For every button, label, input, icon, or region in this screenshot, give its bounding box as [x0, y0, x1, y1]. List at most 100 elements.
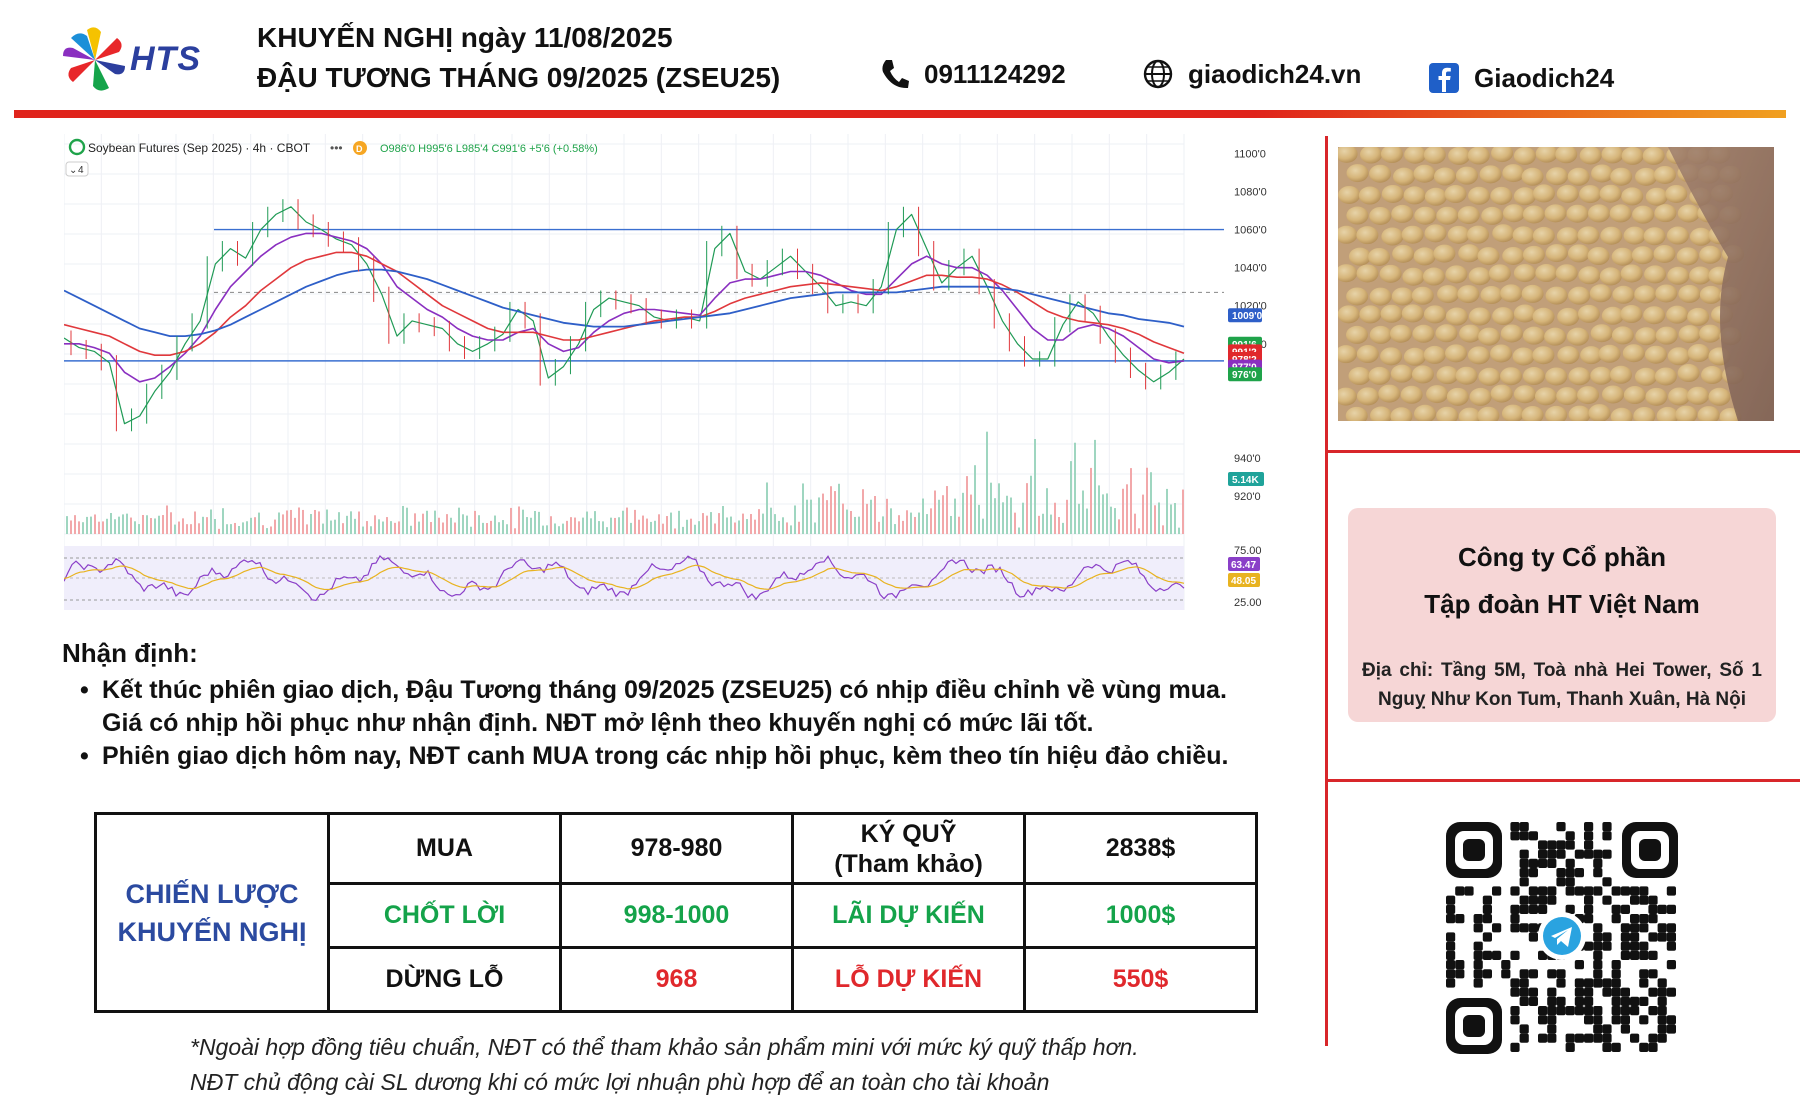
- soybean: [1567, 244, 1590, 263]
- qr-module: [1538, 1033, 1548, 1043]
- soybean: [1458, 244, 1481, 263]
- soybean: [1445, 307, 1468, 326]
- soybean: [1544, 327, 1567, 346]
- soybean: [1568, 367, 1591, 386]
- volume-bar: [886, 498, 888, 534]
- qr-module: [1593, 969, 1603, 979]
- logo-text: HTS: [130, 40, 201, 78]
- soybean: [1490, 344, 1513, 363]
- soybean: [1424, 224, 1447, 243]
- soybean: [1513, 304, 1536, 323]
- soybean: [1401, 304, 1424, 323]
- soybean: [1368, 247, 1391, 266]
- qr-module: [1565, 868, 1575, 878]
- soybean: [1555, 264, 1578, 283]
- soybean: [1369, 325, 1392, 344]
- volume-bar: [918, 512, 920, 534]
- volume-bar: [1038, 515, 1040, 534]
- soybean: [1699, 324, 1722, 343]
- soybean: [1521, 406, 1544, 425]
- soybean: [1424, 187, 1447, 206]
- phone-contact[interactable]: 0911124292: [880, 58, 1066, 90]
- volume-bar: [698, 521, 700, 534]
- volume-bar: [1170, 504, 1172, 534]
- telegram-qr-code[interactable]: [1442, 818, 1682, 1058]
- price-badge-label: 976'0: [1232, 370, 1257, 381]
- qr-module: [1574, 1033, 1584, 1043]
- qr-module: [1602, 1024, 1612, 1034]
- qr-module: [1528, 987, 1538, 997]
- volume-bar: [1166, 488, 1168, 534]
- soybean: [1369, 164, 1392, 183]
- bullet-1-line-1: Kết thúc phiên giao dịch, Đậu Tương thán…: [102, 676, 1227, 704]
- volume-bar: [1098, 485, 1100, 534]
- qr-module: [1657, 1006, 1667, 1016]
- soybean: [1545, 405, 1568, 424]
- qr-module: [1666, 1015, 1676, 1025]
- soybean: [1577, 304, 1600, 323]
- volume-bar: [66, 516, 68, 534]
- soybean: [1404, 145, 1427, 164]
- price-tick-label: 920'0: [1234, 491, 1261, 503]
- facebook-contact[interactable]: Giaodich24: [1428, 62, 1614, 94]
- volume-bar: [1110, 506, 1112, 534]
- expected-loss-label: LỖ DỰ KIẾN: [791, 946, 1026, 1013]
- volume-bar: [266, 528, 268, 534]
- qr-module: [1574, 1006, 1584, 1016]
- price-series: [63, 199, 1185, 432]
- volume-bar: [898, 515, 900, 534]
- qr-module: [1574, 849, 1584, 859]
- soybean: [1522, 245, 1545, 264]
- qr-image: [1442, 818, 1682, 1058]
- soybean: [1601, 306, 1624, 325]
- volume-bar: [90, 516, 92, 534]
- volume-bar: [290, 509, 292, 534]
- qr-module: [1446, 895, 1456, 905]
- soybean: [1469, 387, 1492, 406]
- volume-bar: [582, 517, 584, 534]
- company-address: Địa chỉ: Tầng 5M, Toà nhà Hei Tower, Số …: [1362, 660, 1762, 710]
- volume-bar: [754, 519, 756, 534]
- volume-bar: [382, 521, 384, 534]
- volume-bar: [538, 511, 540, 534]
- soybean: [1610, 167, 1633, 186]
- qr-module: [1565, 886, 1575, 896]
- volume-bar: [270, 526, 272, 534]
- volume-bar: [134, 521, 136, 534]
- volume-bar: [646, 518, 648, 534]
- more-icon[interactable]: •••: [330, 141, 343, 155]
- soybean: [1436, 366, 1459, 385]
- volume-bar: [774, 514, 776, 534]
- volume-bar: [366, 521, 368, 534]
- volume-bar: [474, 510, 476, 534]
- indicator-toggle[interactable]: [65, 161, 89, 177]
- volume-bar: [546, 525, 548, 534]
- price-levels: [64, 228, 1224, 362]
- price-badge: [1228, 308, 1262, 323]
- soybean: [1348, 247, 1371, 266]
- soybean: [1358, 186, 1381, 205]
- soybean: [1513, 385, 1536, 404]
- soybean: [1402, 267, 1425, 286]
- soybean: [1667, 266, 1690, 285]
- volume-bar: [1054, 502, 1056, 534]
- volume-bar: [626, 507, 628, 534]
- soybean: [1414, 206, 1437, 225]
- volume-bar: [938, 499, 940, 534]
- soybean: [1477, 406, 1500, 425]
- qr-module: [1565, 1042, 1575, 1052]
- qr-module: [1455, 960, 1465, 970]
- volume-bar: [466, 515, 468, 534]
- soybean: [1666, 226, 1689, 245]
- soybean: [1590, 324, 1613, 343]
- volume-bar: [810, 499, 812, 534]
- website-contact[interactable]: giaodich24.vn: [1142, 58, 1361, 90]
- soybean: [1423, 145, 1446, 164]
- phone-number: 0911124292: [924, 58, 1066, 89]
- qr-finder-top-left: [1446, 822, 1502, 878]
- qr-module: [1538, 858, 1548, 868]
- qr-module: [1510, 987, 1520, 997]
- soybean: [1346, 206, 1369, 225]
- soybean: [1656, 406, 1679, 425]
- website-link: giaodich24.vn: [1188, 58, 1362, 89]
